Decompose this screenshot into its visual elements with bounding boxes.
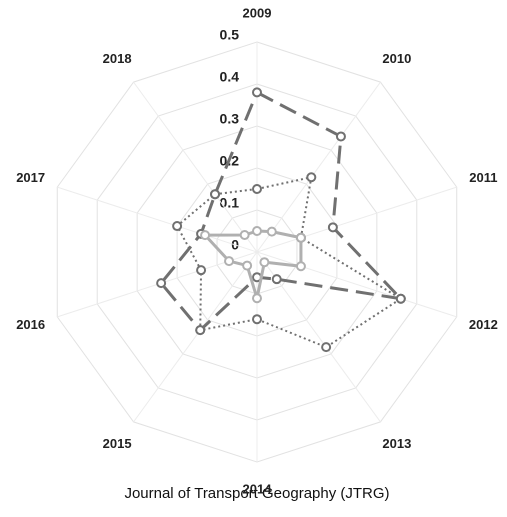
- category-label: 2012: [469, 317, 498, 332]
- data-point: [224, 256, 235, 267]
- data-point: [252, 314, 262, 325]
- data-point: [266, 226, 277, 237]
- data-point: [321, 342, 332, 353]
- category-label: 2013: [382, 436, 411, 451]
- r-tick-label: 0.1: [220, 195, 240, 211]
- r-tick-label: 0.4: [220, 69, 240, 85]
- category-label: 2017: [16, 170, 45, 185]
- category-label: 2009: [243, 5, 272, 20]
- data-point: [200, 230, 211, 241]
- data-point: [172, 221, 183, 232]
- spoke: [57, 186, 258, 253]
- spoke: [256, 251, 457, 318]
- category-label: 2014: [243, 481, 273, 496]
- r-tick-label: 0.3: [220, 111, 240, 127]
- data-point: [306, 172, 317, 183]
- category-label: 2018: [103, 51, 132, 66]
- spoke: [133, 81, 258, 253]
- spoke: [256, 81, 381, 253]
- data-point: [252, 226, 262, 236]
- spoke: [256, 186, 457, 253]
- data-point: [195, 325, 206, 336]
- data-point: [295, 232, 306, 243]
- data-point: [335, 131, 346, 142]
- data-point: [156, 278, 167, 289]
- spoke: [133, 251, 258, 423]
- series-line: [175, 175, 403, 349]
- data-point: [252, 184, 262, 194]
- data-point: [259, 257, 270, 268]
- category-label: 2015: [103, 436, 132, 451]
- category-label: 2010: [382, 51, 411, 66]
- data-point: [242, 260, 253, 271]
- data-point: [327, 222, 338, 233]
- category-label: 2011: [469, 170, 497, 185]
- data-point: [210, 189, 221, 200]
- data-point: [252, 293, 262, 304]
- r-tick-label: 0.5: [220, 27, 240, 43]
- data-point: [295, 261, 306, 272]
- data-point: [196, 265, 207, 276]
- category-label: 2016: [16, 317, 45, 332]
- data-point: [271, 274, 282, 285]
- data-point: [252, 87, 262, 98]
- data-point: [395, 293, 406, 304]
- chart-title: Journal of Transport Geography (JTRG): [124, 485, 389, 502]
- data-point: [239, 230, 250, 241]
